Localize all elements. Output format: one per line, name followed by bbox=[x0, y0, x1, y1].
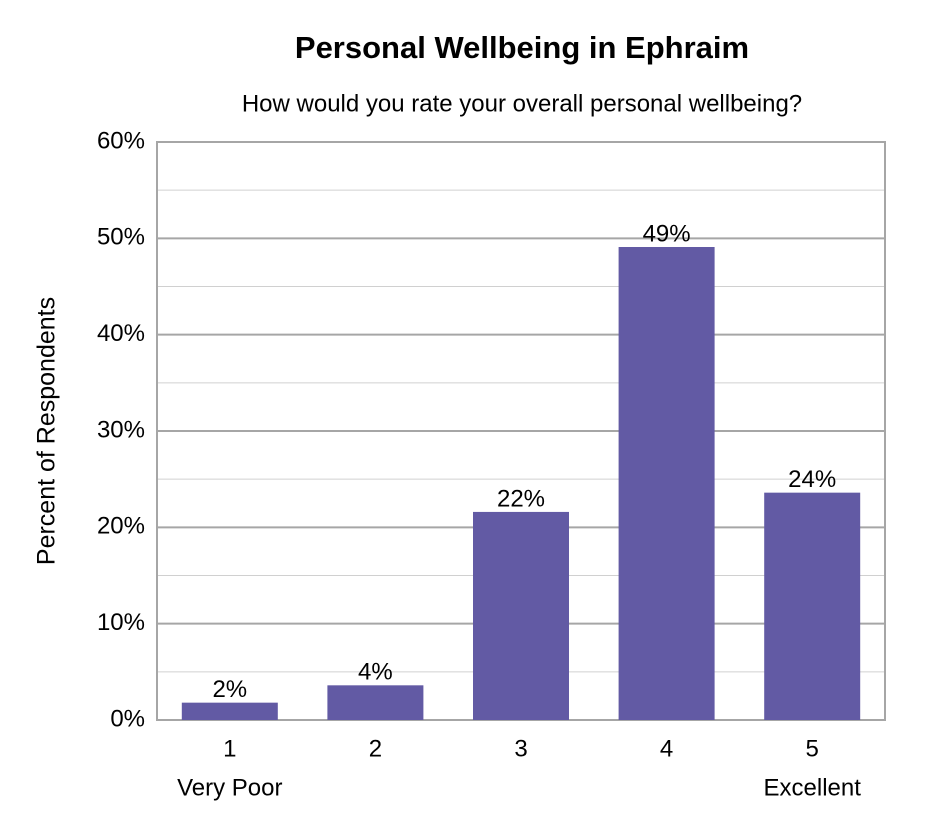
x-tick-label: 5 bbox=[806, 735, 819, 762]
chart-title: Personal Wellbeing in Ephraim bbox=[295, 30, 749, 65]
data-label: 4% bbox=[358, 659, 393, 686]
bar bbox=[181, 702, 278, 720]
y-tick-label: 50% bbox=[97, 224, 145, 251]
x-tick-label: 2 bbox=[369, 735, 382, 762]
bar bbox=[327, 685, 424, 720]
data-label: 2% bbox=[212, 676, 247, 703]
y-tick-label: 40% bbox=[97, 320, 145, 347]
y-tick-label: 20% bbox=[97, 513, 145, 540]
bar bbox=[618, 247, 715, 720]
x-tick-label: 1 bbox=[223, 735, 236, 762]
data-label: 24% bbox=[788, 466, 836, 493]
data-label: 49% bbox=[643, 220, 691, 247]
chart-subtitle: How would you rate your overall personal… bbox=[242, 90, 802, 117]
data-label: 22% bbox=[497, 485, 545, 512]
y-tick-label: 30% bbox=[97, 416, 145, 443]
x-tick-sublabel: Excellent bbox=[764, 774, 862, 801]
y-tick-label: 0% bbox=[110, 705, 145, 732]
x-tick-sublabel: Very Poor bbox=[177, 774, 282, 801]
bar bbox=[764, 492, 861, 720]
y-tick-label: 60% bbox=[97, 127, 145, 154]
x-tick-label: 3 bbox=[514, 735, 527, 762]
y-tick-label: 10% bbox=[97, 609, 145, 636]
bar bbox=[473, 511, 569, 720]
x-tick-label: 4 bbox=[660, 735, 673, 762]
y-axis-label: Percent of Respondents bbox=[33, 297, 61, 565]
